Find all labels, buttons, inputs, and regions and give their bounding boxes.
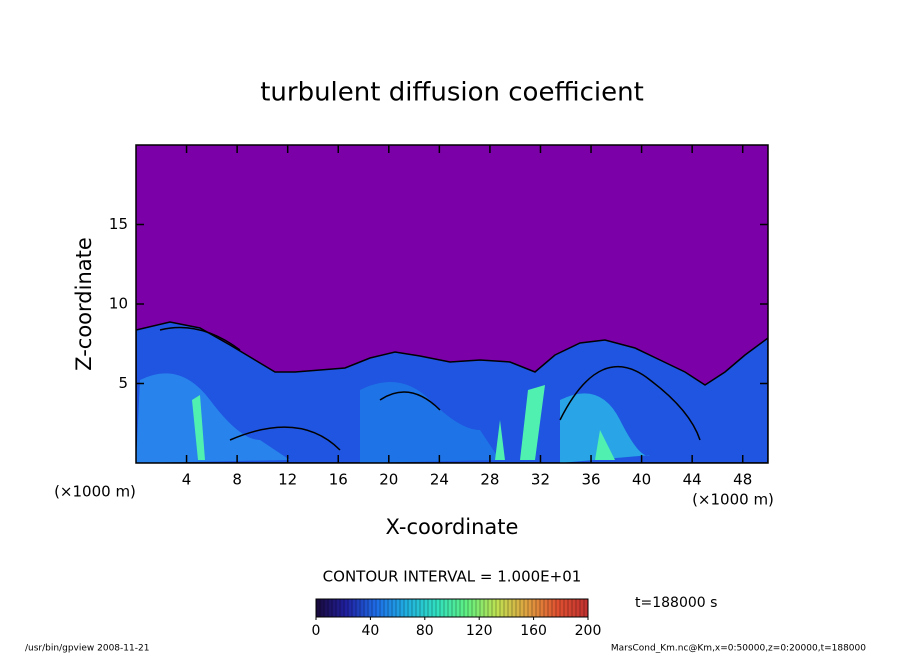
colorbar-tick-label: 120	[466, 623, 493, 639]
field-patch	[192, 385, 615, 460]
field-patch	[560, 393, 650, 463]
x-tick-label: 24	[430, 471, 449, 489]
y-tick-label: 15	[109, 215, 128, 233]
field-patch	[136, 373, 290, 463]
field-patch	[360, 382, 500, 463]
contour-line	[159, 326, 701, 451]
x-tick-label: 4	[182, 471, 192, 489]
chart-title: turbulent diffusion coefficient	[260, 78, 644, 108]
x-unit-right: (×1000 m)	[692, 491, 774, 509]
time-label: t=188000 s	[635, 595, 717, 611]
x-tick-label: 16	[329, 471, 348, 489]
y-tick-label: 5	[118, 374, 128, 392]
colorbar-tick-label: 80	[416, 623, 434, 639]
x-tick-label: 48	[733, 471, 752, 489]
y-axis-label: Z-coordinate	[72, 237, 96, 371]
x-tick-label: 36	[581, 471, 600, 489]
footer-right: MarsCond_Km.nc@Km,x=0:50000,z=0:20000,t=…	[611, 644, 866, 654]
footer-left: /usr/bin/gpview 2008-11-21	[25, 644, 149, 654]
x-tick-label: 44	[683, 471, 702, 489]
y-tick-label: 10	[109, 295, 128, 313]
x-axis-label: X-coordinate	[386, 515, 519, 539]
x-tick-label: 28	[480, 471, 499, 489]
field	[136, 145, 768, 463]
x-tick-label: 40	[632, 471, 651, 489]
x-tick-label: 12	[278, 471, 297, 489]
x-tick-label: 20	[379, 471, 398, 489]
contour-interval: CONTOUR INTERVAL = 1.000E+01	[323, 568, 582, 586]
colorbar-tick-label: 160	[520, 623, 547, 639]
colorbar-tick-label: 40	[361, 623, 379, 639]
x-tick-label: 32	[531, 471, 550, 489]
colorbar-tick-label: 0	[312, 623, 321, 639]
x-tick-label: 8	[232, 471, 242, 489]
colorbar-tick-label: 200	[575, 623, 602, 639]
x-unit-left: (×1000 m)	[54, 483, 136, 501]
